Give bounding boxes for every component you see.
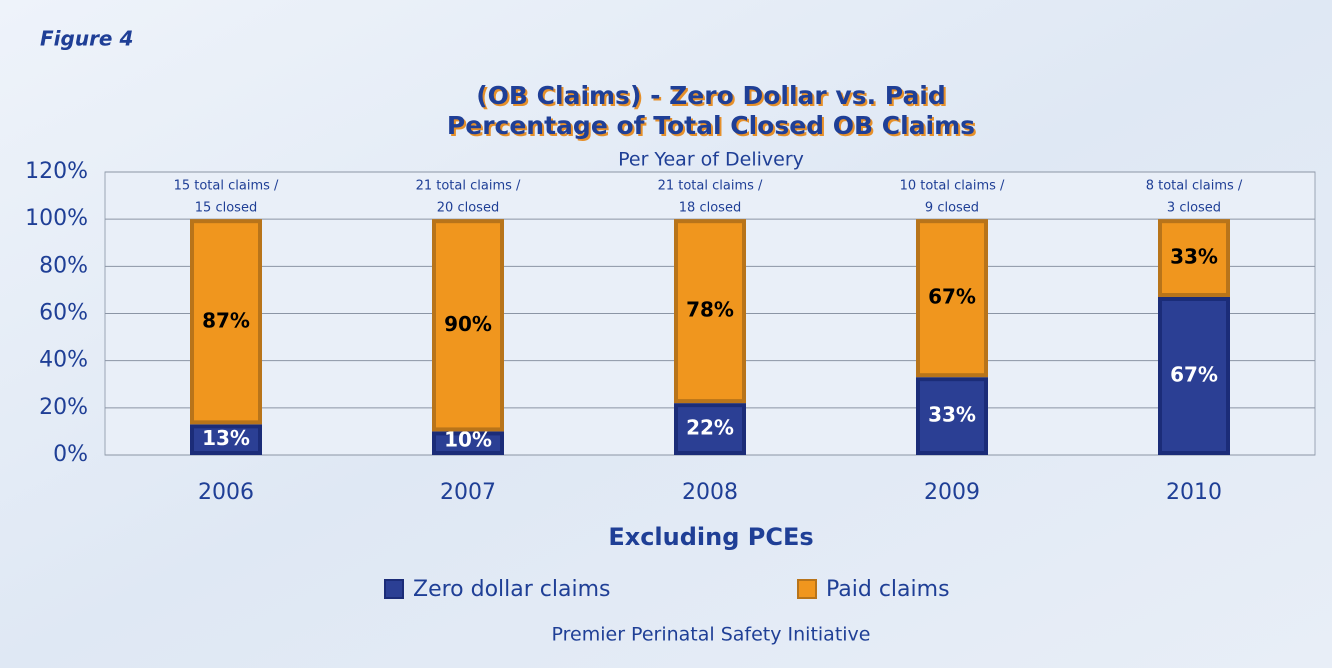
value-label: 33% xyxy=(1170,245,1218,269)
x-tick-label: 2010 xyxy=(1166,480,1222,505)
bar-segment xyxy=(1158,296,1230,455)
x-tick-label: 2007 xyxy=(440,480,496,505)
bar-segment xyxy=(674,403,746,456)
value-label: 22% xyxy=(686,416,734,440)
y-tick-label: 20% xyxy=(39,395,88,420)
chart-subtitle: Per Year of Delivery xyxy=(618,149,804,171)
bar-segment xyxy=(1158,219,1230,297)
chart-title: Percentage of Total Closed OB Claims xyxy=(447,111,975,140)
y-tick-label: 80% xyxy=(39,253,88,278)
legend-swatch xyxy=(797,579,817,599)
bar-annotation: 20 closed xyxy=(437,201,499,216)
bar-segment xyxy=(432,431,504,455)
value-label: 87% xyxy=(202,308,250,332)
value-label: 90% xyxy=(444,312,492,336)
y-tick-label: 100% xyxy=(25,206,88,231)
legend-label: Paid claims xyxy=(826,577,950,602)
y-tick-label: 40% xyxy=(39,348,88,373)
bar-segment xyxy=(916,219,988,378)
x-axis-label: Excluding PCEs xyxy=(608,523,813,551)
y-tick-label: 60% xyxy=(39,301,88,326)
chart-title: (OB Claims) - Zero Dollar vs. Paid xyxy=(476,81,946,110)
bar-segment xyxy=(916,377,988,455)
bar-annotation: 15 closed xyxy=(195,201,257,216)
bar-annotation: 21 total claims / xyxy=(658,179,763,194)
title-shadow: (OB Claims) - Zero Dollar vs. Paid xyxy=(478,83,948,112)
bar-segment xyxy=(674,219,746,404)
bar-segment xyxy=(190,424,262,456)
value-label: 13% xyxy=(202,426,250,450)
x-tick-label: 2006 xyxy=(198,480,254,505)
value-label: 67% xyxy=(928,285,976,309)
bar-segment xyxy=(190,219,262,425)
bar-annotation: 18 closed xyxy=(679,201,741,216)
bar-segment xyxy=(432,219,504,432)
value-label: 33% xyxy=(928,403,976,427)
source: Premier Perinatal Safety Initiative xyxy=(552,624,871,646)
value-label: 10% xyxy=(444,428,492,452)
y-tick-label: 120% xyxy=(25,159,88,184)
legend-label: Zero dollar claims xyxy=(413,577,610,602)
bar-annotation: 15 total claims / xyxy=(174,179,279,194)
bar-annotation: 21 total claims / xyxy=(416,179,521,194)
value-label: 67% xyxy=(1170,362,1218,386)
legend-swatch xyxy=(384,579,404,599)
value-label: 78% xyxy=(686,298,734,322)
figure-label: Figure 4 xyxy=(40,27,133,51)
bar-annotation: 9 closed xyxy=(925,201,979,216)
x-tick-label: 2008 xyxy=(682,480,738,505)
bar-annotation: 3 closed xyxy=(1167,201,1221,216)
bar-annotation: 10 total claims / xyxy=(900,179,1005,194)
bar-annotation: 8 total claims / xyxy=(1146,179,1243,194)
y-tick-label: 0% xyxy=(53,442,88,467)
x-tick-label: 2009 xyxy=(924,480,980,505)
title-shadow: Percentage of Total Closed OB Claims xyxy=(449,113,977,142)
